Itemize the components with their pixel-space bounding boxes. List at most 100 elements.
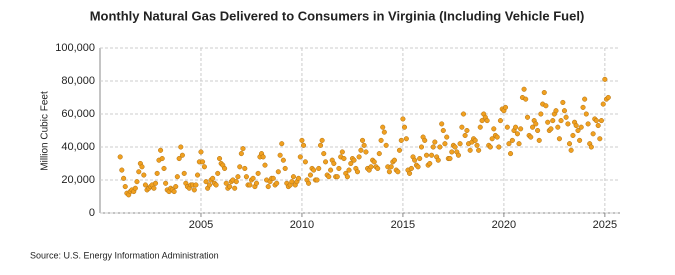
- data-point: [388, 164, 394, 170]
- data-point: [400, 116, 406, 122]
- data-point: [363, 149, 369, 155]
- data-point: [151, 185, 157, 191]
- data-point: [351, 157, 357, 163]
- x-tick-label: 2005: [189, 219, 213, 231]
- data-point: [565, 121, 571, 127]
- data-point: [265, 184, 271, 190]
- data-point: [161, 165, 167, 171]
- data-point: [548, 126, 554, 132]
- data-point: [566, 141, 573, 147]
- data-point: [314, 177, 320, 183]
- data-point: [568, 147, 574, 153]
- data-point: [561, 108, 568, 114]
- data-point: [274, 180, 280, 186]
- data-point: [427, 160, 433, 167]
- data-point: [524, 114, 531, 120]
- data-point: [476, 147, 482, 153]
- data-point: [354, 169, 361, 175]
- data-point: [255, 170, 261, 176]
- data-point: [163, 180, 169, 186]
- data-point: [295, 175, 302, 181]
- data-point: [316, 165, 322, 171]
- data-point: [270, 175, 276, 181]
- data-point: [491, 126, 497, 132]
- data-point: [215, 170, 221, 176]
- data-point: [359, 137, 366, 143]
- data-point: [597, 136, 603, 142]
- data-point: [216, 156, 223, 162]
- y-tick-label: 100,000: [55, 42, 95, 54]
- data-point: [277, 152, 283, 158]
- data-point: [497, 118, 504, 124]
- data-point: [201, 164, 207, 170]
- y-tick-label: 40,000: [61, 141, 95, 153]
- data-point: [555, 124, 561, 130]
- data-point: [595, 123, 601, 129]
- data-point: [250, 175, 256, 181]
- data-point: [210, 175, 216, 181]
- data-point: [417, 156, 423, 162]
- data-point: [121, 175, 127, 181]
- data-point: [243, 174, 249, 180]
- y-tick-label: 60,000: [61, 108, 95, 120]
- data-point: [401, 124, 408, 130]
- data-point: [336, 165, 342, 171]
- data-point: [455, 152, 461, 158]
- data-point: [222, 165, 228, 171]
- data-point: [356, 154, 362, 160]
- data-point: [518, 126, 524, 132]
- data-point: [415, 164, 421, 170]
- data-point: [556, 136, 562, 142]
- data-point: [429, 152, 435, 158]
- data-point: [398, 137, 404, 143]
- data-point: [193, 182, 199, 188]
- data-point: [460, 111, 467, 117]
- data-point: [560, 99, 566, 105]
- data-point: [275, 169, 281, 175]
- data-point: [386, 169, 392, 175]
- data-point: [487, 144, 493, 150]
- y-tick-label: 20,000: [61, 174, 95, 186]
- data-point: [194, 172, 201, 178]
- data-point: [423, 152, 430, 158]
- data-point: [600, 101, 606, 107]
- data-point: [583, 111, 589, 117]
- data-point: [326, 174, 332, 180]
- data-point: [247, 182, 253, 188]
- data-point: [577, 137, 583, 143]
- data-point: [233, 179, 239, 185]
- data-point: [590, 131, 596, 137]
- data-point: [575, 127, 581, 134]
- data-point: [117, 154, 123, 160]
- data-point: [535, 127, 541, 134]
- data-point: [381, 129, 387, 135]
- data-point: [242, 165, 248, 171]
- data-point: [279, 141, 285, 147]
- data-point: [152, 180, 159, 186]
- data-point: [506, 141, 512, 147]
- data-point: [578, 124, 584, 130]
- data-point: [235, 174, 241, 180]
- data-point: [407, 170, 413, 176]
- data-point: [536, 137, 542, 143]
- data-point: [331, 160, 337, 167]
- data-point: [435, 157, 441, 163]
- data-point: [391, 157, 397, 163]
- y-tick-label: 80,000: [61, 75, 95, 87]
- data-point: [317, 142, 324, 148]
- data-point: [509, 137, 515, 143]
- data-point: [437, 144, 443, 150]
- data-point: [494, 134, 500, 140]
- data-point: [139, 164, 145, 170]
- data-point: [176, 156, 182, 162]
- data-point: [238, 151, 244, 157]
- data-point: [376, 151, 382, 157]
- source-note: Source: U.S. Energy Information Administ…: [30, 250, 219, 260]
- x-tick-label: 2010: [290, 219, 314, 231]
- data-point: [459, 124, 465, 130]
- data-point: [173, 184, 179, 190]
- data-point: [134, 179, 140, 185]
- data-point: [507, 151, 514, 157]
- data-point: [412, 157, 418, 163]
- chart-title: Monthly Natural Gas Delivered to Consume…: [90, 8, 585, 23]
